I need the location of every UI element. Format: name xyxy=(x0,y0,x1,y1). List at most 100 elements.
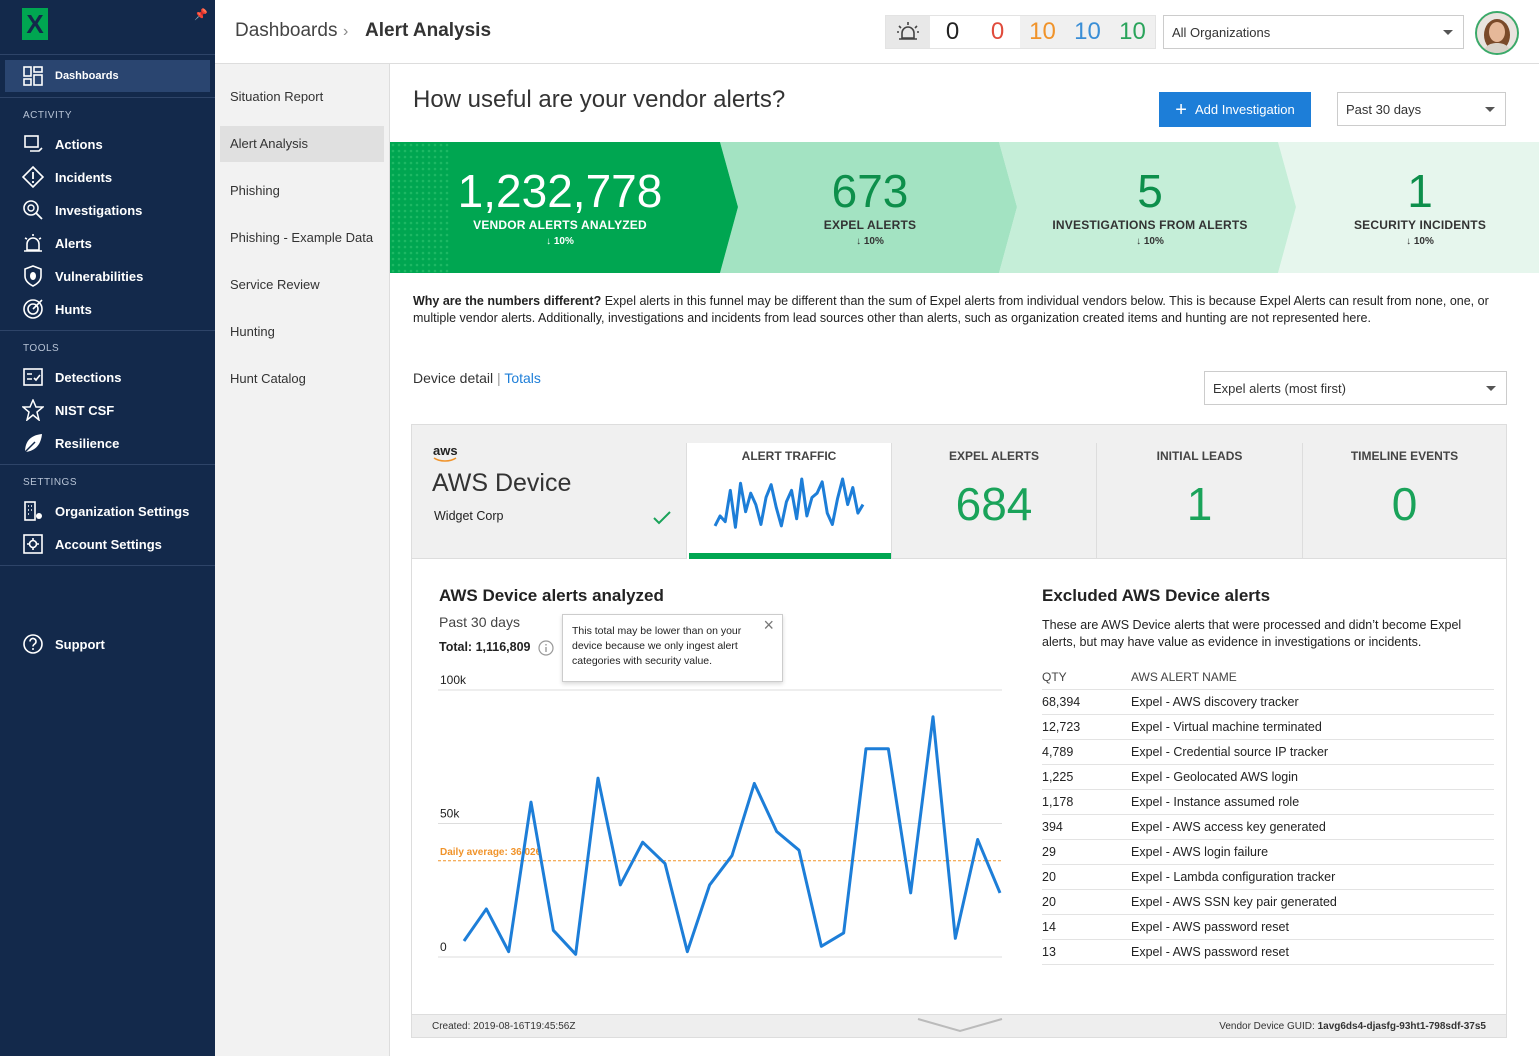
count-critical[interactable]: 0 xyxy=(930,16,975,48)
count-tuning[interactable]: 10 xyxy=(1119,18,1146,45)
metric-alert-traffic[interactable]: ALERT TRAFFIC xyxy=(686,443,892,559)
add-investigation-label: Add Investigation xyxy=(1194,102,1295,117)
nav-dashboards[interactable]: Dashboards xyxy=(5,60,210,92)
analyzed-range: Past 30 days xyxy=(439,614,520,630)
count-medium[interactable]: 10 xyxy=(1029,18,1056,45)
help-icon xyxy=(23,634,43,654)
table-row[interactable]: 4,789 Expel - Credential source IP tracke… xyxy=(1042,740,1494,765)
organization-select-value: All Organizations xyxy=(1172,24,1271,40)
funnel-delta: ↓ 10% xyxy=(1406,236,1434,247)
device-guid: Vendor Device GUID: 1avg6ds4-djasfg-93ht… xyxy=(1219,1021,1486,1032)
qty-cell: 68,394 xyxy=(1042,695,1081,709)
count-low[interactable]: 10 xyxy=(1074,18,1101,45)
table-body: 68,394 Expel - AWS discovery tracker 12,72… xyxy=(1042,690,1494,965)
subnav-item[interactable]: Hunt Catalog xyxy=(230,371,306,386)
nav-hunts[interactable]: Hunts xyxy=(5,293,210,325)
chevron-down-icon xyxy=(1485,107,1495,112)
info-icon[interactable] xyxy=(538,640,554,656)
nav-label: Organization Settings xyxy=(55,503,190,519)
table-row[interactable]: 1,178 Expel - Instance assumed role xyxy=(1042,790,1494,815)
table-row[interactable]: 20 Expel - Lambda configuration tracker xyxy=(1042,865,1494,890)
alert-name-cell: Expel - AWS access key generated xyxy=(1131,820,1326,834)
table-row[interactable]: 13 Expel - AWS password reset xyxy=(1042,940,1494,965)
count-high[interactable]: 0 xyxy=(975,16,1020,48)
subnav-item[interactable]: Phishing - Example Data xyxy=(230,230,374,245)
check-icon xyxy=(653,511,671,525)
close-icon[interactable]: × xyxy=(763,615,774,635)
table-row[interactable]: 394 Expel - AWS access key generated xyxy=(1042,815,1494,840)
explanation-text: Expel alerts in this funnel may be diffe… xyxy=(413,294,1489,325)
subnav-item[interactable]: Situation Report xyxy=(230,89,324,104)
nav-resilience[interactable]: Resilience xyxy=(5,427,210,459)
funnel-background xyxy=(390,142,1539,273)
metric-timeline-events[interactable]: TIMELINE EVENTS 0 xyxy=(1302,443,1506,559)
nav-account-settings[interactable]: Account Settings xyxy=(5,528,210,560)
section-activity: ACTIVITY xyxy=(23,110,73,121)
table-row[interactable]: 12,723 Expel - Virtual machine terminated xyxy=(1042,715,1494,740)
nav-investigations[interactable]: Investigations xyxy=(5,194,210,226)
divider xyxy=(0,97,215,98)
organization-select[interactable]: All Organizations xyxy=(1163,15,1464,49)
excluded-description: These are AWS Device alerts that were pr… xyxy=(1042,618,1462,649)
subnav-item[interactable]: Hunting xyxy=(230,324,275,339)
subnav-item-active[interactable]: Alert Analysis xyxy=(220,126,384,162)
incident-icon xyxy=(22,166,44,188)
tab-totals[interactable]: Totals xyxy=(504,370,541,386)
nav-detections[interactable]: Detections xyxy=(5,361,210,393)
table-row[interactable]: 68,394 Expel - AWS discovery tracker xyxy=(1042,690,1494,715)
qty-cell: 29 xyxy=(1042,845,1056,859)
tooltip-text: This total may be lower than on your dev… xyxy=(572,625,742,667)
sort-select-value: Expel alerts (most first) xyxy=(1213,380,1346,396)
breadcrumb-root[interactable]: Dashboards xyxy=(235,20,338,41)
funnel-incidents[interactable]: 1 SECURITY INCIDENTS ↓ 10% xyxy=(1290,142,1539,273)
qty-cell: 12,723 xyxy=(1042,720,1081,734)
add-investigation-button[interactable]: + Add Investigation xyxy=(1159,92,1311,127)
metric-label: INITIAL LEADS xyxy=(1156,449,1243,463)
nav-support[interactable]: Support xyxy=(5,628,210,660)
table-row[interactable]: 1,225 Expel - Geolocated AWS login xyxy=(1042,765,1494,790)
view-tabs: Device detail | Totals xyxy=(413,370,541,386)
metric-expel-alerts[interactable]: EXPEL ALERTS 684 xyxy=(891,443,1096,559)
alert-name-cell: Expel - AWS discovery tracker xyxy=(1131,695,1299,709)
funnel-value: 1,232,778 xyxy=(457,165,663,217)
alert-name-cell: Expel - Lambda configuration tracker xyxy=(1131,870,1336,884)
table-row[interactable]: 29 Expel - AWS login failure xyxy=(1042,840,1494,865)
funnel-investigations[interactable]: 5 INVESTIGATIONS FROM ALERTS ↓ 10% xyxy=(1010,142,1290,273)
arrow-down-icon: ↓ xyxy=(1136,236,1144,247)
analyzed-total: Total: 1,116,809 xyxy=(439,640,531,654)
nav-label: Detections xyxy=(55,369,122,385)
nav-organization-settings[interactable]: Organization Settings xyxy=(5,495,210,527)
date-range-value: Past 30 days xyxy=(1346,101,1422,117)
arrow-down-icon: ↓ xyxy=(1406,236,1414,247)
actions-icon xyxy=(24,135,43,152)
metric-initial-leads[interactable]: INITIAL LEADS 1 xyxy=(1096,443,1302,559)
nav-vulnerabilities[interactable]: Vulnerabilities xyxy=(5,260,210,292)
alarm-icon xyxy=(24,234,42,252)
nav-label: Incidents xyxy=(55,169,113,185)
expand-chevron-icon[interactable] xyxy=(917,1017,1003,1033)
subnav-item[interactable]: Phishing xyxy=(230,183,280,198)
sort-select[interactable]: Expel alerts (most first) xyxy=(1204,371,1507,405)
qty-cell: 4,789 xyxy=(1042,745,1074,759)
nav-actions[interactable]: Actions xyxy=(5,128,210,160)
nav-incidents[interactable]: Incidents xyxy=(5,161,210,193)
nav-nist-csf[interactable]: NIST CSF xyxy=(5,394,210,426)
alert-name-cell: Expel - Credential source IP tracker xyxy=(1131,745,1329,759)
table-row[interactable]: 20 Expel - AWS SSN key pair generated xyxy=(1042,890,1494,915)
expel-logo[interactable]: X xyxy=(22,8,48,40)
pin-icon[interactable]: 📌 xyxy=(194,9,208,21)
table-row[interactable]: 14 Expel - AWS password reset xyxy=(1042,915,1494,940)
tab-device-detail[interactable]: Device detail xyxy=(413,370,494,386)
breadcrumb-chevron-icon: › xyxy=(343,23,349,40)
funnel-value: 1 xyxy=(1407,165,1433,217)
qty-cell: 14 xyxy=(1042,920,1056,934)
nav-alerts[interactable]: Alerts xyxy=(5,227,210,259)
metric-label: ALERT TRAFFIC xyxy=(741,449,837,463)
funnel-expel-alerts[interactable]: 673 EXPEL ALERTS ↓ 10% xyxy=(730,142,1010,273)
chevron-down-icon xyxy=(1443,30,1453,35)
avatar[interactable] xyxy=(1475,11,1519,55)
divider xyxy=(0,565,215,566)
date-range-select[interactable]: Past 30 days xyxy=(1337,92,1506,126)
funnel-vendor-alerts[interactable]: 1,232,778 VENDOR ALERTS ANALYZED ↓ 10% xyxy=(410,142,710,273)
subnav-item[interactable]: Service Review xyxy=(230,277,320,292)
